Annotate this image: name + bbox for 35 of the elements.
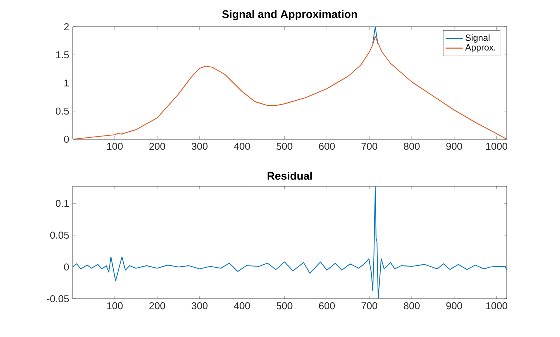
y-tick-label: 0 (64, 136, 70, 144)
y-tick-label: 2 (64, 24, 69, 30)
x-tick-label: 800 (404, 302, 420, 310)
x-tick-label: 900 (446, 302, 462, 310)
x-tick-label: 600 (319, 143, 336, 150)
x-tick-label: 100 (107, 302, 123, 310)
chart-title: Signal and Approximation (222, 10, 358, 21)
x-tick-label: 800 (404, 143, 420, 150)
line-series (73, 186, 508, 299)
x-tick-label: 400 (234, 302, 250, 310)
legend-label: Approx. (465, 44, 496, 53)
x-tick-label: 900 (446, 143, 462, 150)
x-tick-label: 300 (192, 143, 208, 150)
x-tick-label: 400 (234, 143, 250, 150)
x-tick-label: 100 (107, 143, 123, 150)
x-tick-label: 200 (150, 302, 166, 310)
y-tick-label: 0 (64, 264, 70, 271)
x-tick-label: 1000 (486, 143, 508, 150)
x-tick-label: 300 (192, 302, 208, 310)
x-tick-label: 700 (362, 302, 378, 310)
legend-label: Signal (466, 34, 490, 43)
y-tick-label: 0.05 (50, 232, 70, 239)
x-tick-label: 500 (276, 302, 293, 310)
y-tick-label: 0.1 (56, 200, 70, 208)
y-tick-label: 1.5 (56, 52, 70, 59)
x-tick-label: 600 (319, 302, 336, 310)
x-tick-label: 200 (150, 143, 166, 150)
y-tick-label: -0.05 (47, 295, 70, 303)
y-tick-label: 1 (64, 80, 70, 87)
y-tick-label: 0.5 (56, 108, 70, 115)
x-tick-label: 700 (362, 143, 378, 150)
x-tick-label: 1000 (486, 302, 508, 310)
line-series (73, 36, 508, 140)
chart-title: Residual (268, 172, 312, 180)
x-tick-label: 500 (276, 143, 293, 150)
